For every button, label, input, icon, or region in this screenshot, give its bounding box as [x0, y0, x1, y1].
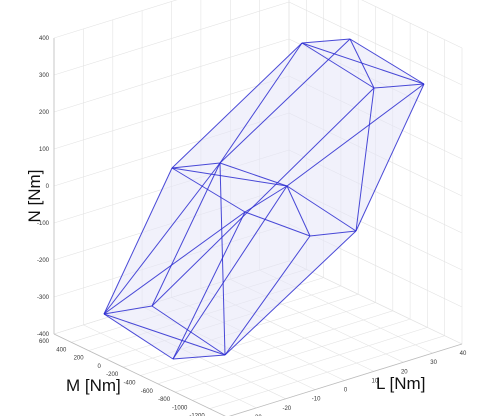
- z-tick-label: 100: [39, 147, 50, 153]
- grid-line: [192, 327, 428, 401]
- z-tick-label: -400: [37, 332, 50, 338]
- x-tick-label: 20: [401, 369, 408, 375]
- x-tick-label: -20: [282, 406, 291, 412]
- hull-edge: [286, 185, 357, 232]
- hull-edge: [151, 162, 221, 307]
- grid-line: [53, 75, 290, 150]
- hull-edge: [219, 162, 226, 356]
- hull-edge: [219, 162, 288, 187]
- x-tick-label: 10: [372, 378, 379, 384]
- hull-edge: [286, 185, 311, 237]
- grid-line: [175, 318, 411, 393]
- grid-line: [361, 0, 463, 49]
- x-axis-line: [228, 343, 463, 416]
- hull-edge: [172, 354, 226, 360]
- hull-edge: [301, 38, 351, 44]
- hull-edge: [309, 230, 357, 237]
- hull-edge: [301, 42, 425, 85]
- hull-edge: [103, 162, 221, 315]
- y-tick-label: -1000: [172, 405, 188, 411]
- z-tick-label: 200: [39, 110, 50, 116]
- tick-labels: 4003002001000-100-200-300-4006004002000-…: [37, 36, 467, 416]
- grid-line: [140, 302, 376, 376]
- y-tick-label: 0: [98, 364, 102, 370]
- hull-edge: [244, 211, 311, 237]
- x-tick-label: 30: [430, 360, 437, 366]
- hull-edge: [151, 305, 226, 356]
- y-tick-label: -400: [123, 381, 136, 387]
- x-tick-label: 40: [460, 351, 467, 357]
- y-tick-label: -200: [106, 372, 119, 378]
- hull-face: [104, 39, 424, 359]
- x-axis-label: L [Nm]: [376, 374, 425, 393]
- z-tick-label: -300: [37, 295, 50, 301]
- z-tick-label: 0: [46, 184, 50, 190]
- hull-edge: [355, 83, 425, 232]
- grid-line: [53, 0, 178, 39]
- z-tick-label: -200: [37, 258, 50, 264]
- z-tick-label: -100: [37, 221, 50, 227]
- hull-edge: [224, 235, 311, 356]
- hull-edge: [171, 42, 303, 169]
- y-tick-label: 200: [74, 356, 85, 362]
- hull-edge: [219, 42, 303, 164]
- hull-edge: [349, 38, 425, 85]
- polyhedron: [103, 38, 425, 360]
- grid-line: [209, 335, 445, 409]
- grid-line: [157, 310, 393, 385]
- hull-edge: [103, 313, 226, 356]
- hull-edge: [301, 42, 375, 89]
- grid-line: [53, 38, 290, 113]
- hull-edge: [373, 83, 425, 89]
- y-tick-label: -1200: [189, 414, 205, 416]
- z-tick-label: 400: [39, 36, 50, 42]
- hull-edge: [224, 230, 357, 356]
- grid-line: [288, 260, 463, 345]
- y-tick-label: -600: [141, 389, 154, 395]
- hull-edge: [103, 167, 173, 315]
- grid-line: [288, 1, 463, 86]
- hull-edge: [172, 211, 246, 360]
- hull-edge: [171, 162, 221, 169]
- hull-edge: [171, 167, 288, 187]
- x-tick-label: -10: [312, 397, 321, 403]
- x-tick-label: 0: [344, 388, 348, 394]
- y-axis-label: M [Nm]: [66, 376, 121, 395]
- hull-edge: [286, 83, 425, 187]
- z-tick-label: 300: [39, 73, 50, 79]
- y-tick-label: -800: [158, 397, 171, 403]
- hull-edge: [355, 87, 375, 232]
- hull-edge: [151, 87, 375, 307]
- z-axis-label: N [Nm]: [25, 170, 44, 223]
- y-tick-label: 600: [39, 339, 50, 345]
- hull-edge: [103, 305, 153, 315]
- hull-edge: [103, 313, 174, 360]
- hull-edge: [172, 185, 288, 360]
- y-axis-line: [53, 333, 226, 416]
- grid-line: [53, 1, 290, 76]
- axes-box: [53, 38, 463, 416]
- hull-edge: [171, 167, 246, 213]
- y-tick-label: 400: [56, 347, 67, 353]
- x-tick-label: -30: [253, 415, 262, 416]
